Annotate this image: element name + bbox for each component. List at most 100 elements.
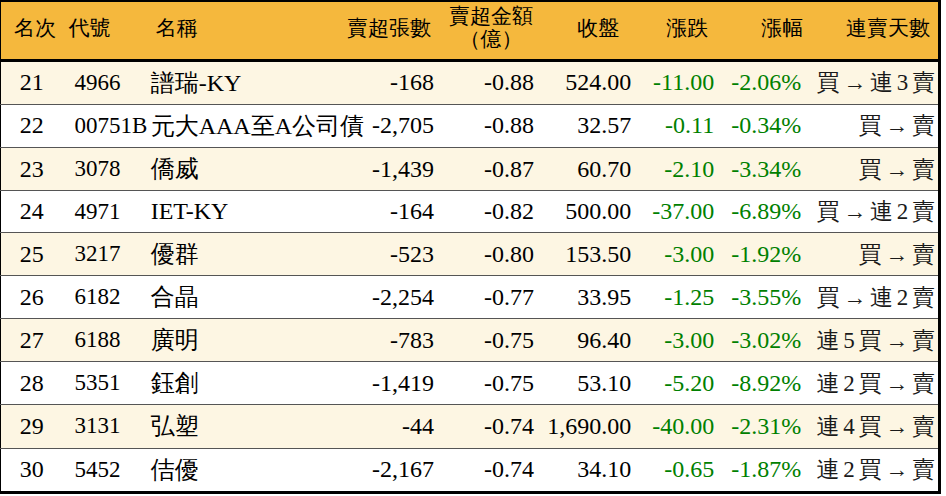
table-row: 214966譜瑞-KY-168-0.88524.00-11.00-2.06%買 … bbox=[1, 60, 940, 104]
cell-close: 34.10 bbox=[534, 448, 631, 493]
table-row: 244971IET-KY-164-0.82500.00-37.00-6.89%買… bbox=[1, 191, 940, 233]
cell-volume: -523 bbox=[344, 232, 434, 275]
cell-change-pct: -8.92% bbox=[716, 362, 803, 405]
cell-volume: -2,254 bbox=[344, 276, 434, 319]
header-change-pct: 漲幅 bbox=[716, 1, 803, 60]
header-code: 代號 bbox=[63, 1, 151, 60]
cell-streak: 買 → 連 2 賣 bbox=[803, 191, 939, 233]
cell-volume: -44 bbox=[344, 405, 434, 448]
cell-change: -5.20 bbox=[631, 362, 716, 405]
table-row: 276188廣明-783-0.7596.40-3.00-3.02%連 5 買 →… bbox=[1, 319, 940, 362]
cell-change: -0.11 bbox=[631, 104, 716, 147]
header-sell-amount-line2: （億） bbox=[448, 28, 534, 51]
header-sell-amount: 賣超金額（億） bbox=[434, 1, 534, 60]
cell-code: 3131 bbox=[63, 405, 151, 448]
cell-streak: 買 → 賣 bbox=[803, 104, 939, 147]
cell-change-pct: -3.02% bbox=[716, 319, 803, 362]
table-row: 305452佶優-2,167-0.7434.10-0.65-1.87%連 2 買… bbox=[1, 448, 940, 493]
table-row: 253217優群-523-0.80153.50-3.00-1.92%買 → 賣 bbox=[1, 232, 940, 275]
cell-volume: -2,167 bbox=[344, 448, 434, 493]
cell-close: 53.10 bbox=[534, 362, 631, 405]
cell-name: 僑威 bbox=[151, 148, 344, 191]
cell-name: IET-KY bbox=[151, 191, 344, 233]
cell-change-pct: -2.31% bbox=[716, 405, 803, 448]
cell-amount: -0.87 bbox=[434, 148, 534, 191]
cell-amount: -0.77 bbox=[434, 276, 534, 319]
header-row: 名次 代號 名稱 賣超張數 賣超金額（億） 收盤 漲跌 漲幅 連賣天數 bbox=[1, 1, 940, 60]
header-change: 漲跌 bbox=[631, 1, 716, 60]
cell-amount: -0.80 bbox=[434, 232, 534, 275]
cell-streak: 買 → 連 3 賣 bbox=[803, 60, 939, 104]
cell-name: 元大AAA至A公司債 bbox=[151, 104, 344, 147]
cell-amount: -0.74 bbox=[434, 405, 534, 448]
cell-volume: -783 bbox=[344, 319, 434, 362]
header-close: 收盤 bbox=[534, 1, 631, 60]
cell-rank: 28 bbox=[1, 362, 63, 405]
cell-name: 鈺創 bbox=[151, 362, 344, 405]
table-row: 266182合晶-2,254-0.7733.95-1.25-3.55%買 → 連… bbox=[1, 276, 940, 319]
cell-close: 96.40 bbox=[534, 319, 631, 362]
cell-name: 譜瑞-KY bbox=[151, 60, 344, 104]
cell-code: 4971 bbox=[63, 191, 151, 233]
cell-name: 合晶 bbox=[151, 276, 344, 319]
cell-change-pct: -3.34% bbox=[716, 148, 803, 191]
cell-rank: 21 bbox=[1, 60, 63, 104]
cell-close: 60.70 bbox=[534, 148, 631, 191]
cell-close: 1,690.00 bbox=[534, 405, 631, 448]
cell-name: 優群 bbox=[151, 232, 344, 275]
cell-change: -2.10 bbox=[631, 148, 716, 191]
cell-code: 00751B bbox=[63, 104, 151, 147]
cell-change: -1.25 bbox=[631, 276, 716, 319]
header-sell-amount-line1: 賣超金額 bbox=[448, 5, 534, 28]
cell-streak: 買 → 連 2 賣 bbox=[803, 276, 939, 319]
cell-amount: -0.88 bbox=[434, 60, 534, 104]
cell-change: -3.00 bbox=[631, 232, 716, 275]
cell-rank: 30 bbox=[1, 448, 63, 493]
cell-change-pct: -1.87% bbox=[716, 448, 803, 493]
cell-volume: -1,439 bbox=[344, 148, 434, 191]
cell-streak: 買 → 賣 bbox=[803, 232, 939, 275]
cell-amount: -0.75 bbox=[434, 319, 534, 362]
cell-rank: 26 bbox=[1, 276, 63, 319]
cell-code: 5351 bbox=[63, 362, 151, 405]
table-row: 293131弘塑-44-0.741,690.00-40.00-2.31%連 4 … bbox=[1, 405, 940, 448]
cell-close: 33.95 bbox=[534, 276, 631, 319]
cell-volume: -168 bbox=[344, 60, 434, 104]
cell-name: 佶優 bbox=[151, 448, 344, 493]
cell-code: 4966 bbox=[63, 60, 151, 104]
cell-amount: -0.88 bbox=[434, 104, 534, 147]
table-row: 233078僑威-1,439-0.8760.70-2.10-3.34%買 → 賣 bbox=[1, 148, 940, 191]
table-header: 名次 代號 名稱 賣超張數 賣超金額（億） 收盤 漲跌 漲幅 連賣天數 bbox=[1, 1, 940, 60]
cell-name: 廣明 bbox=[151, 319, 344, 362]
table-row: 285351鈺創-1,419-0.7553.10-5.20-8.92%連 2 買… bbox=[1, 362, 940, 405]
cell-streak: 連 4 買 → 賣 bbox=[803, 405, 939, 448]
cell-volume: -164 bbox=[344, 191, 434, 233]
cell-close: 524.00 bbox=[534, 60, 631, 104]
cell-rank: 27 bbox=[1, 319, 63, 362]
cell-change: -3.00 bbox=[631, 319, 716, 362]
cell-amount: -0.75 bbox=[434, 362, 534, 405]
cell-change: -40.00 bbox=[631, 405, 716, 448]
cell-name: 弘塑 bbox=[151, 405, 344, 448]
cell-amount: -0.74 bbox=[434, 448, 534, 493]
cell-close: 500.00 bbox=[534, 191, 631, 233]
cell-code: 5452 bbox=[63, 448, 151, 493]
cell-streak: 買 → 賣 bbox=[803, 148, 939, 191]
cell-change-pct: -1.92% bbox=[716, 232, 803, 275]
cell-code: 6182 bbox=[63, 276, 151, 319]
cell-change-pct: -0.34% bbox=[716, 104, 803, 147]
cell-amount: -0.82 bbox=[434, 191, 534, 233]
header-rank: 名次 bbox=[1, 1, 63, 60]
cell-rank: 23 bbox=[1, 148, 63, 191]
header-name: 名稱 bbox=[151, 1, 344, 60]
cell-streak: 連 2 買 → 賣 bbox=[803, 448, 939, 493]
cell-code: 3078 bbox=[63, 148, 151, 191]
cell-change-pct: -6.89% bbox=[716, 191, 803, 233]
cell-rank: 24 bbox=[1, 191, 63, 233]
table-body: 214966譜瑞-KY-168-0.88524.00-11.00-2.06%買 … bbox=[1, 60, 940, 493]
cell-streak: 連 2 買 → 賣 bbox=[803, 362, 939, 405]
cell-change: -0.65 bbox=[631, 448, 716, 493]
cell-code: 6188 bbox=[63, 319, 151, 362]
cell-change-pct: -2.06% bbox=[716, 60, 803, 104]
cell-change-pct: -3.55% bbox=[716, 276, 803, 319]
